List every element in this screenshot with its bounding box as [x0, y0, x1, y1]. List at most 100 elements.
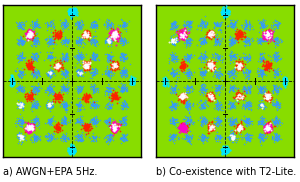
- Point: [175, 83, 180, 86]
- Point: [91, 92, 96, 95]
- Point: [204, 139, 208, 142]
- Point: [78, 93, 83, 96]
- Point: [226, 87, 231, 90]
- Point: [99, 22, 103, 25]
- Point: [280, 132, 285, 135]
- Point: [244, 29, 249, 32]
- Point: [75, 102, 80, 105]
- Point: [96, 116, 100, 118]
- Point: [76, 41, 80, 44]
- Point: [116, 77, 121, 80]
- Point: [80, 106, 85, 109]
- Point: [23, 80, 28, 83]
- Point: [265, 135, 270, 138]
- Point: [235, 11, 239, 14]
- Point: [134, 91, 138, 94]
- Point: [88, 124, 93, 127]
- Point: [133, 151, 137, 154]
- Point: [75, 102, 80, 105]
- Point: [1, 71, 5, 74]
- Point: [117, 37, 122, 39]
- Point: [92, 104, 97, 107]
- Point: [41, 135, 46, 138]
- Point: [211, 70, 216, 73]
- Point: [212, 105, 217, 108]
- Point: [190, 137, 195, 140]
- Point: [74, 10, 79, 13]
- Point: [125, 114, 130, 117]
- Point: [2, 155, 7, 157]
- Point: [183, 62, 188, 65]
- Point: [277, 144, 282, 147]
- Point: [120, 102, 125, 105]
- Point: [260, 23, 264, 26]
- Point: [7, 49, 12, 52]
- Point: [282, 68, 287, 71]
- Point: [217, 89, 222, 92]
- Point: [64, 54, 69, 57]
- Point: [125, 108, 130, 111]
- Point: [222, 6, 227, 9]
- Point: [264, 13, 269, 16]
- Point: [229, 44, 234, 47]
- Point: [260, 45, 265, 48]
- Point: [250, 76, 255, 79]
- Point: [216, 125, 221, 128]
- Point: [99, 71, 103, 74]
- Point: [28, 116, 33, 119]
- Point: [223, 149, 228, 151]
- Point: [156, 22, 161, 25]
- Point: [89, 38, 94, 41]
- Point: [224, 132, 229, 135]
- Point: [277, 31, 282, 33]
- Point: [73, 79, 78, 82]
- Point: [7, 80, 12, 83]
- Point: [235, 76, 240, 79]
- Point: [178, 153, 183, 156]
- Point: [20, 68, 25, 71]
- Point: [21, 23, 26, 26]
- Point: [124, 151, 129, 153]
- Point: [232, 135, 237, 138]
- Point: [255, 128, 260, 131]
- Point: [65, 125, 70, 128]
- Point: [126, 86, 131, 88]
- Point: [215, 107, 220, 110]
- Point: [21, 136, 26, 139]
- Point: [69, 24, 74, 27]
- Point: [21, 113, 26, 116]
- Point: [272, 118, 277, 120]
- Point: [243, 143, 248, 146]
- Point: [76, 36, 81, 39]
- Point: [64, 24, 68, 27]
- Point: [213, 55, 218, 58]
- Point: [97, 21, 101, 24]
- Point: [182, 31, 187, 34]
- Point: [281, 79, 286, 82]
- Point: [136, 116, 140, 119]
- Point: [77, 87, 82, 90]
- Point: [94, 13, 99, 16]
- Point: [97, 98, 102, 101]
- Point: [179, 29, 184, 31]
- Point: [65, 114, 70, 117]
- Point: [122, 125, 127, 128]
- Point: [12, 110, 16, 113]
- Point: [126, 63, 131, 66]
- Point: [4, 112, 9, 115]
- Point: [257, 126, 262, 129]
- Point: [64, 12, 69, 15]
- Point: [1, 115, 6, 118]
- Point: [162, 84, 167, 87]
- Point: [122, 42, 126, 45]
- Point: [82, 35, 87, 38]
- Point: [64, 108, 69, 111]
- Point: [116, 40, 121, 43]
- Point: [38, 7, 42, 10]
- Point: [64, 60, 69, 63]
- Point: [225, 46, 230, 49]
- Point: [26, 70, 30, 73]
- Point: [124, 19, 129, 21]
- Point: [86, 134, 91, 136]
- Point: [175, 107, 180, 110]
